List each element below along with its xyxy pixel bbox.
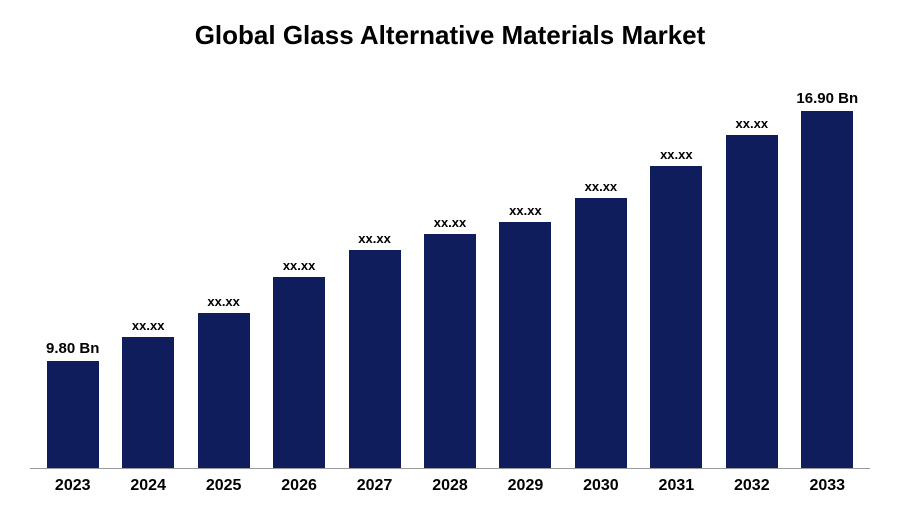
bar xyxy=(726,135,778,468)
bar-group: xx.xx xyxy=(714,71,789,468)
x-axis-label: 2031 xyxy=(639,477,714,495)
bar-value-label: xx.xx xyxy=(509,203,542,218)
x-axis-label: 2029 xyxy=(488,477,563,495)
bar-group: xx.xx xyxy=(412,71,487,468)
bar-value-label: xx.xx xyxy=(358,231,391,246)
x-axis-label: 2026 xyxy=(261,477,336,495)
bar-group: 16.90 Bn xyxy=(790,71,865,468)
bar-value-label: 9.80 Bn xyxy=(46,340,99,357)
bar-value-label: xx.xx xyxy=(434,215,467,230)
x-axis: 2023 2024 2025 2026 2027 2028 2029 2030 … xyxy=(30,469,870,495)
bar-value-label: 16.90 Bn xyxy=(796,90,858,107)
bar xyxy=(47,361,99,468)
bar-value-label: xx.xx xyxy=(585,179,618,194)
x-axis-label: 2027 xyxy=(337,477,412,495)
chart-title: Global Glass Alternative Materials Marke… xyxy=(30,20,870,51)
bar-value-label: xx.xx xyxy=(283,258,316,273)
bar-value-label: xx.xx xyxy=(736,116,769,131)
bar xyxy=(349,250,401,468)
bar-group: xx.xx xyxy=(110,71,185,468)
x-axis-label: 2024 xyxy=(110,477,185,495)
bar xyxy=(424,234,476,468)
chart-container: Global Glass Alternative Materials Marke… xyxy=(0,0,900,525)
bar-group: xx.xx xyxy=(261,71,336,468)
bar xyxy=(198,313,250,468)
x-axis-label: 2028 xyxy=(412,477,487,495)
x-axis-label: 2023 xyxy=(35,477,110,495)
bar-group: xx.xx xyxy=(563,71,638,468)
bar xyxy=(650,166,702,468)
bar xyxy=(575,198,627,468)
bar-value-label: xx.xx xyxy=(660,147,693,162)
bar xyxy=(801,111,853,468)
bar-value-label: xx.xx xyxy=(207,294,240,309)
bar-group: 9.80 Bn xyxy=(35,71,110,468)
bar-group: xx.xx xyxy=(186,71,261,468)
bar-group: xx.xx xyxy=(337,71,412,468)
x-axis-label: 2032 xyxy=(714,477,789,495)
bar xyxy=(499,222,551,468)
x-axis-label: 2025 xyxy=(186,477,261,495)
x-axis-label: 2030 xyxy=(563,477,638,495)
plot-area: 9.80 Bn xx.xx xx.xx xx.xx xx.xx xx.xx xx… xyxy=(30,71,870,469)
bar-group: xx.xx xyxy=(639,71,714,468)
x-axis-label: 2033 xyxy=(790,477,865,495)
bar-group: xx.xx xyxy=(488,71,563,468)
bar xyxy=(122,337,174,468)
bar-value-label: xx.xx xyxy=(132,318,165,333)
bar xyxy=(273,277,325,468)
